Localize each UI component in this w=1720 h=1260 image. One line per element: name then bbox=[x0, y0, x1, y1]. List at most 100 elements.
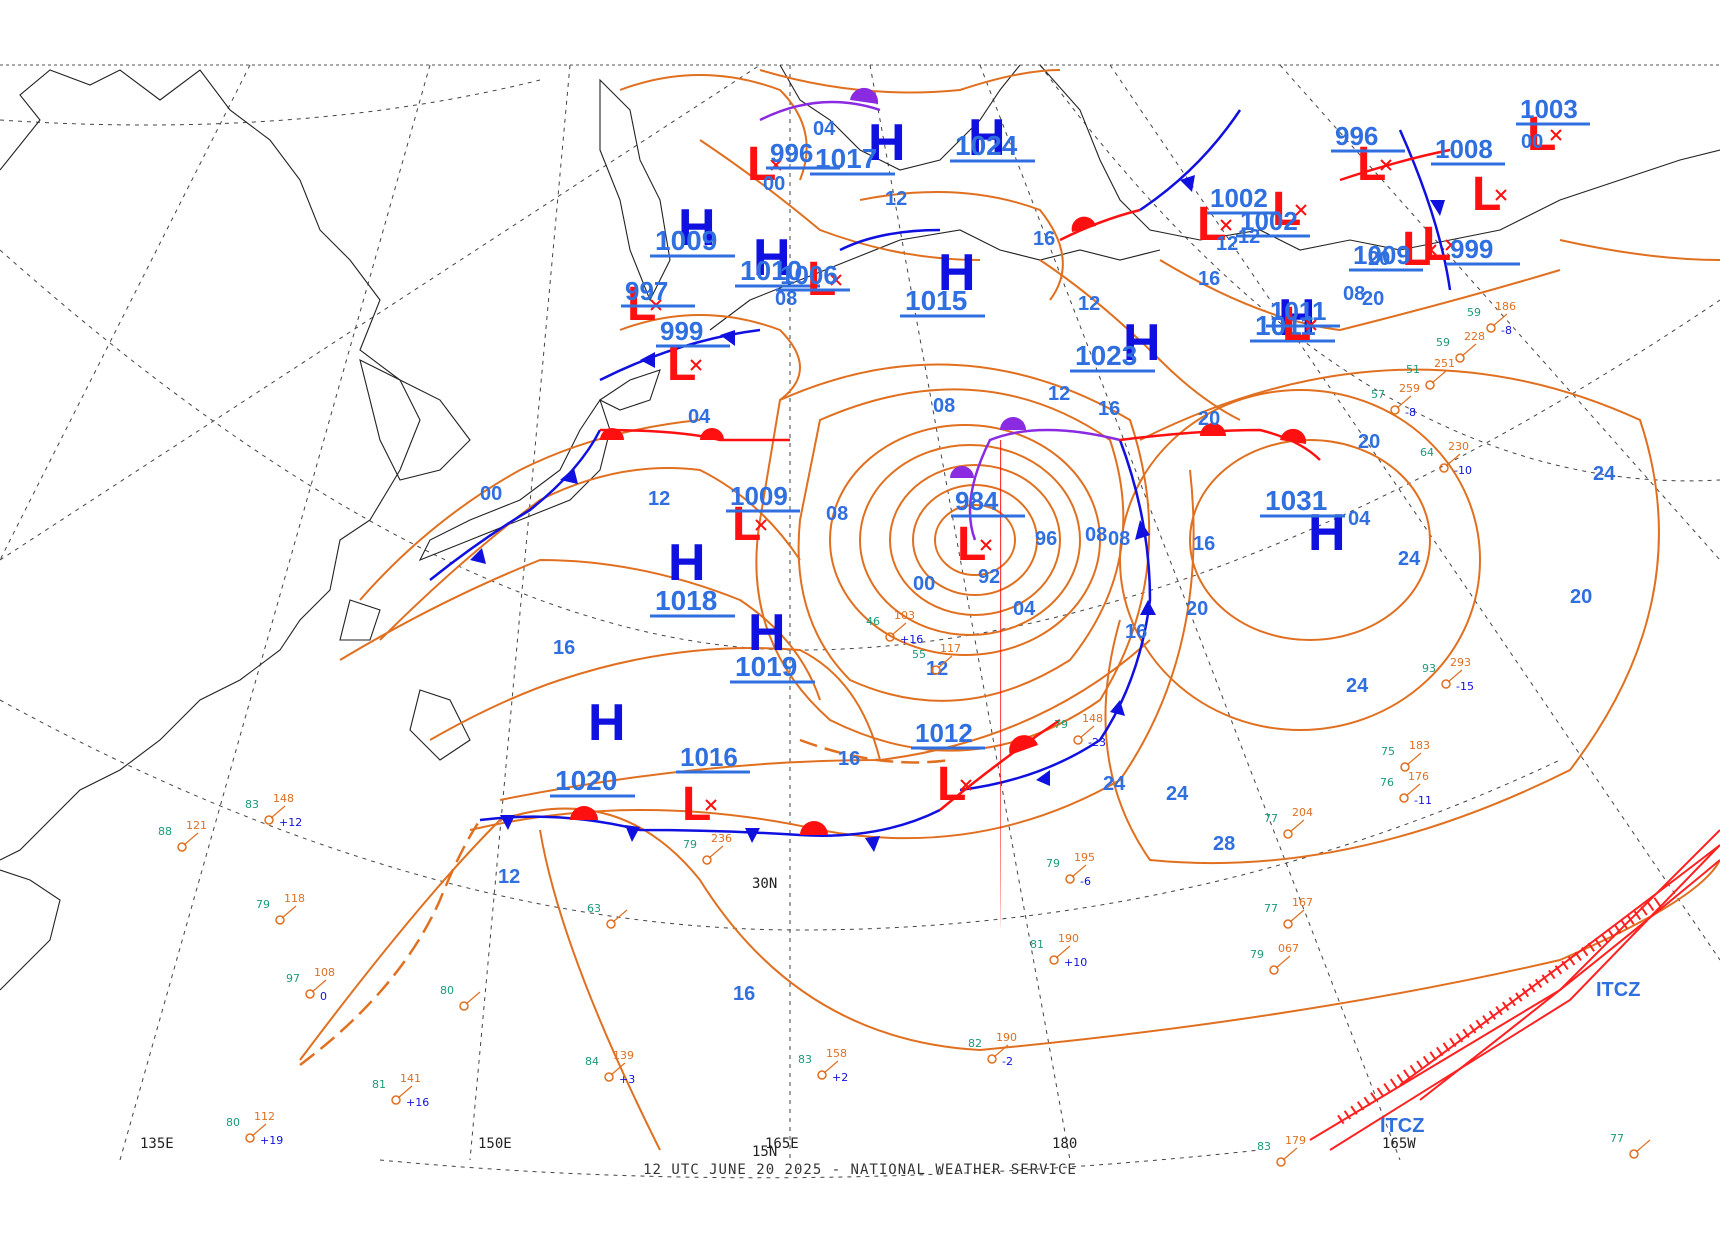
low-center-x-mark bbox=[755, 519, 767, 531]
obs-temperature: 81 bbox=[1030, 938, 1044, 951]
isobar-label: 08 bbox=[933, 395, 955, 417]
isobar-label: 24 bbox=[1593, 463, 1616, 485]
station-circle bbox=[885, 632, 895, 642]
obs-pressure: 148 bbox=[1082, 712, 1103, 725]
high-pressure-value: 1009 bbox=[655, 225, 717, 256]
wind-barb bbox=[823, 1060, 839, 1074]
high-pressure-symbol: H bbox=[678, 199, 716, 257]
obs-temperature: 79 bbox=[1054, 718, 1068, 731]
high-pressure-value: 1019 bbox=[735, 651, 797, 682]
station-circle bbox=[1400, 762, 1410, 772]
obs-pressure-change: -8 bbox=[1501, 324, 1512, 337]
wind-barb bbox=[183, 832, 199, 846]
isobar-label: 20 bbox=[1186, 598, 1208, 620]
wind-barb bbox=[1282, 1147, 1298, 1161]
indochina-coast bbox=[0, 869, 61, 991]
wind-barb bbox=[1461, 343, 1477, 357]
high-pressure-value: 1010 bbox=[740, 255, 802, 286]
japan-honshu bbox=[418, 398, 611, 562]
obs-pressure-change: +16 bbox=[900, 633, 923, 646]
high-pressure-symbol: H bbox=[868, 114, 906, 172]
station-circle bbox=[1276, 1157, 1286, 1167]
station-circle bbox=[1073, 735, 1083, 745]
isobar-label: 16 bbox=[733, 983, 755, 1005]
philippines-north bbox=[409, 689, 471, 761]
isobar-1000 bbox=[859, 444, 1081, 636]
station-circle bbox=[1425, 380, 1435, 390]
occluded-front-north bbox=[759, 100, 881, 122]
ship-observation: 88 121 bbox=[158, 819, 207, 852]
obs-temperature: 88 bbox=[158, 825, 172, 838]
wind-barb bbox=[1396, 395, 1412, 409]
obs-pressure-change: +19 bbox=[260, 1134, 283, 1147]
ship-observation: 75 183 bbox=[1381, 739, 1430, 772]
ship-observation: 83 179 bbox=[1257, 1134, 1306, 1167]
obs-pressure: 067 bbox=[1278, 942, 1299, 955]
isobar-label: 20 bbox=[1570, 586, 1592, 608]
alaska-coast bbox=[1039, 64, 1720, 251]
obs-pressure: 117 bbox=[940, 642, 961, 655]
ship-observation: 77 bbox=[1610, 1132, 1651, 1159]
isobar-label: 12 bbox=[1048, 383, 1070, 405]
itcz-label-west: ITCZ bbox=[1380, 1115, 1424, 1137]
high-pressure-symbol: H bbox=[968, 109, 1006, 167]
obs-pressure: 148 bbox=[273, 792, 294, 805]
isobar-label: 16 bbox=[1033, 228, 1055, 250]
low-pressure-value: 1006 bbox=[780, 260, 838, 290]
station-circle bbox=[1049, 955, 1059, 965]
isobar-992 bbox=[912, 484, 1038, 596]
high-pressure-symbol: H bbox=[748, 604, 786, 662]
isobar-1020-ne bbox=[1039, 259, 1241, 421]
map-footer-caption: 12 UTC JUNE 20 2025 - NATIONAL WEATHER S… bbox=[643, 1162, 1077, 1178]
isobar-label: 00 bbox=[913, 573, 935, 595]
obs-pressure: 176 bbox=[1408, 770, 1429, 783]
ship-observation: 63 bbox=[587, 902, 628, 929]
itcz-band-2b bbox=[1399, 844, 1720, 1086]
low-center-x-mark bbox=[1550, 129, 1562, 141]
station-circle bbox=[931, 665, 941, 675]
occluded-front-symbols bbox=[850, 87, 1026, 478]
obs-pressure-change: -8 bbox=[1405, 406, 1416, 419]
occluded-front-main bbox=[968, 428, 1121, 541]
obs-pressure-change: -15 bbox=[1456, 680, 1474, 693]
high-pressure-value: 1018 bbox=[655, 585, 717, 616]
lat-label-30n: 30N bbox=[752, 876, 777, 892]
obs-pressure-change: -11 bbox=[1414, 794, 1432, 807]
geographic-labels: 150E 165E 180 165W 135E 30N 15N ITCZ ITC… bbox=[140, 876, 1640, 1160]
high-pressure-symbol: H bbox=[1123, 314, 1161, 372]
obs-pressure: 186 bbox=[1495, 300, 1516, 313]
obs-temperature: 46 bbox=[866, 615, 880, 628]
obs-temperature: 83 bbox=[1257, 1140, 1271, 1153]
obs-temperature: 80 bbox=[440, 984, 454, 997]
obs-pressure-change: -6 bbox=[1080, 875, 1091, 888]
latitude-arc-nw bbox=[0, 79, 541, 126]
obs-temperature: 93 bbox=[1422, 662, 1436, 675]
station-circle bbox=[459, 1001, 469, 1011]
troughs bbox=[299, 738, 951, 1066]
obs-temperature: 97 bbox=[286, 972, 300, 985]
graticule bbox=[0, 64, 1720, 1179]
low-pressure-symbol: L bbox=[1272, 183, 1301, 236]
low-pressure-symbol: L bbox=[1402, 223, 1431, 276]
isobar-label: 08 bbox=[1085, 524, 1107, 546]
isobar-1016-ne bbox=[1159, 259, 1561, 332]
warm-front-east bbox=[1119, 428, 1321, 461]
isobar-label: 04 bbox=[1013, 598, 1036, 620]
lon-label-150e: 150E bbox=[478, 1136, 512, 1152]
obs-pressure: 251 bbox=[1434, 357, 1455, 370]
obs-temperature: 77 bbox=[1264, 812, 1278, 825]
high-pressure-symbol: H bbox=[1278, 289, 1316, 347]
cold-front-gulf bbox=[1398, 129, 1452, 291]
obs-temperature: 83 bbox=[245, 798, 259, 811]
obs-pressure: 190 bbox=[1058, 932, 1079, 945]
obs-pressure: 228 bbox=[1464, 330, 1485, 343]
cold-fronts bbox=[429, 109, 1452, 837]
isobar-label: 04 bbox=[1348, 508, 1371, 530]
obs-pressure: 179 bbox=[1285, 1134, 1306, 1147]
low-pressure-symbol: L bbox=[682, 778, 711, 831]
warm-front-japan bbox=[599, 428, 790, 442]
japan-hokkaido bbox=[598, 369, 661, 411]
warm-front-alaska bbox=[1059, 208, 1141, 242]
low-center-x-mark bbox=[705, 799, 717, 811]
station-circle bbox=[1269, 965, 1279, 975]
